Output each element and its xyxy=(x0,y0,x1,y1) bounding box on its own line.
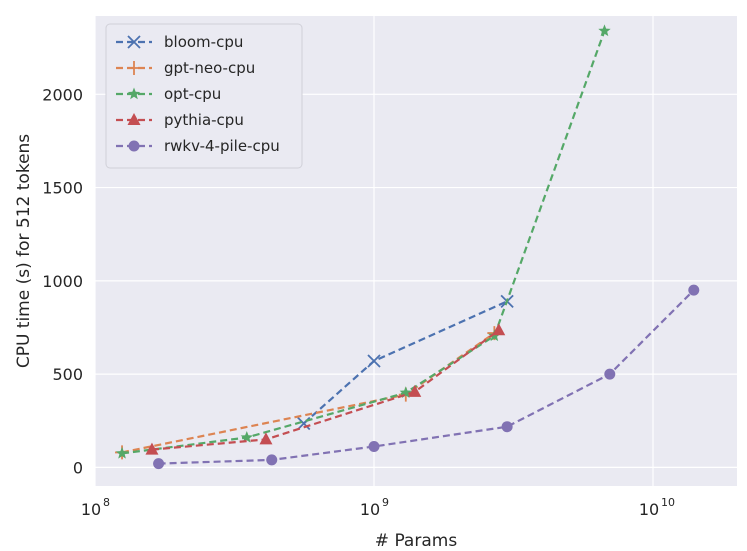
legend-label: bloom-cpu xyxy=(164,33,243,51)
y-gridlines xyxy=(95,93,737,468)
y-tick-label: 1000 xyxy=(42,272,83,291)
x-tick-exponent: 9 xyxy=(382,496,389,509)
series-line xyxy=(158,289,695,465)
legend-label: gpt-neo-cpu xyxy=(164,59,255,77)
x-gridlines xyxy=(94,16,654,486)
series-rwkv-4-pile-cpu xyxy=(153,284,700,470)
data-point xyxy=(501,421,513,433)
data-point xyxy=(368,440,380,452)
x-tick-base: 10 xyxy=(81,500,101,519)
legend-marker xyxy=(127,35,141,49)
data-point xyxy=(240,431,253,443)
y-tick-label: 2000 xyxy=(42,85,83,104)
data-point xyxy=(598,24,611,37)
x-tick-base: 10 xyxy=(360,500,380,519)
series-line xyxy=(151,329,500,451)
x-tick-base: 10 xyxy=(639,500,659,519)
legend: bloom-cpu gpt-neo-cpu opt-cpu pythia-cpu rwk… xyxy=(105,23,303,169)
data-point xyxy=(408,384,422,397)
data-point xyxy=(492,323,506,336)
data-point xyxy=(399,386,412,398)
x-tick-label: 10 10 xyxy=(639,496,675,519)
x-tick-exponent: 8 xyxy=(103,496,110,509)
y-tick-label: 500 xyxy=(52,365,83,384)
data-point xyxy=(266,454,278,466)
y-tick-labels: 0 500 1000 1500 2000 xyxy=(42,85,83,477)
data-point xyxy=(145,442,159,455)
legend-entry: pythia-cpu xyxy=(116,111,244,129)
legend-box xyxy=(105,23,303,169)
legend-entry: opt-cpu xyxy=(116,85,221,103)
series-pythia-cpu xyxy=(145,323,506,455)
x-tick-exponent: 10 xyxy=(661,496,675,509)
legend-entry: bloom-cpu xyxy=(116,33,243,51)
x-tick-labels: 10 8 10 9 10 10 xyxy=(81,496,675,519)
legend-marker xyxy=(127,61,141,75)
data-point xyxy=(115,446,129,459)
legend-label: rwkv-4-pile-cpu xyxy=(164,137,280,155)
y-axis-label: CPU time (s) for 512 tokens xyxy=(14,134,34,368)
data-point xyxy=(604,368,616,380)
series-layer xyxy=(115,24,700,470)
x-tick-label: 10 8 xyxy=(81,496,110,519)
x-axis-label: # Params xyxy=(375,531,458,551)
legend-marker xyxy=(128,140,140,152)
data-point xyxy=(153,458,165,470)
legend-entry: rwkv-4-pile-cpu xyxy=(116,137,280,155)
legend-marker xyxy=(127,87,141,100)
legend-marker xyxy=(127,113,141,125)
data-point xyxy=(367,354,381,368)
data-point xyxy=(259,432,273,445)
data-point xyxy=(688,284,700,296)
y-tick-label: 0 xyxy=(73,458,83,477)
y-tick-label: 1500 xyxy=(42,179,83,198)
x-tick-label: 10 9 xyxy=(360,496,389,519)
legend-label: opt-cpu xyxy=(164,85,221,103)
legend-entry: gpt-neo-cpu xyxy=(116,59,255,77)
legend-label: pythia-cpu xyxy=(164,111,244,129)
